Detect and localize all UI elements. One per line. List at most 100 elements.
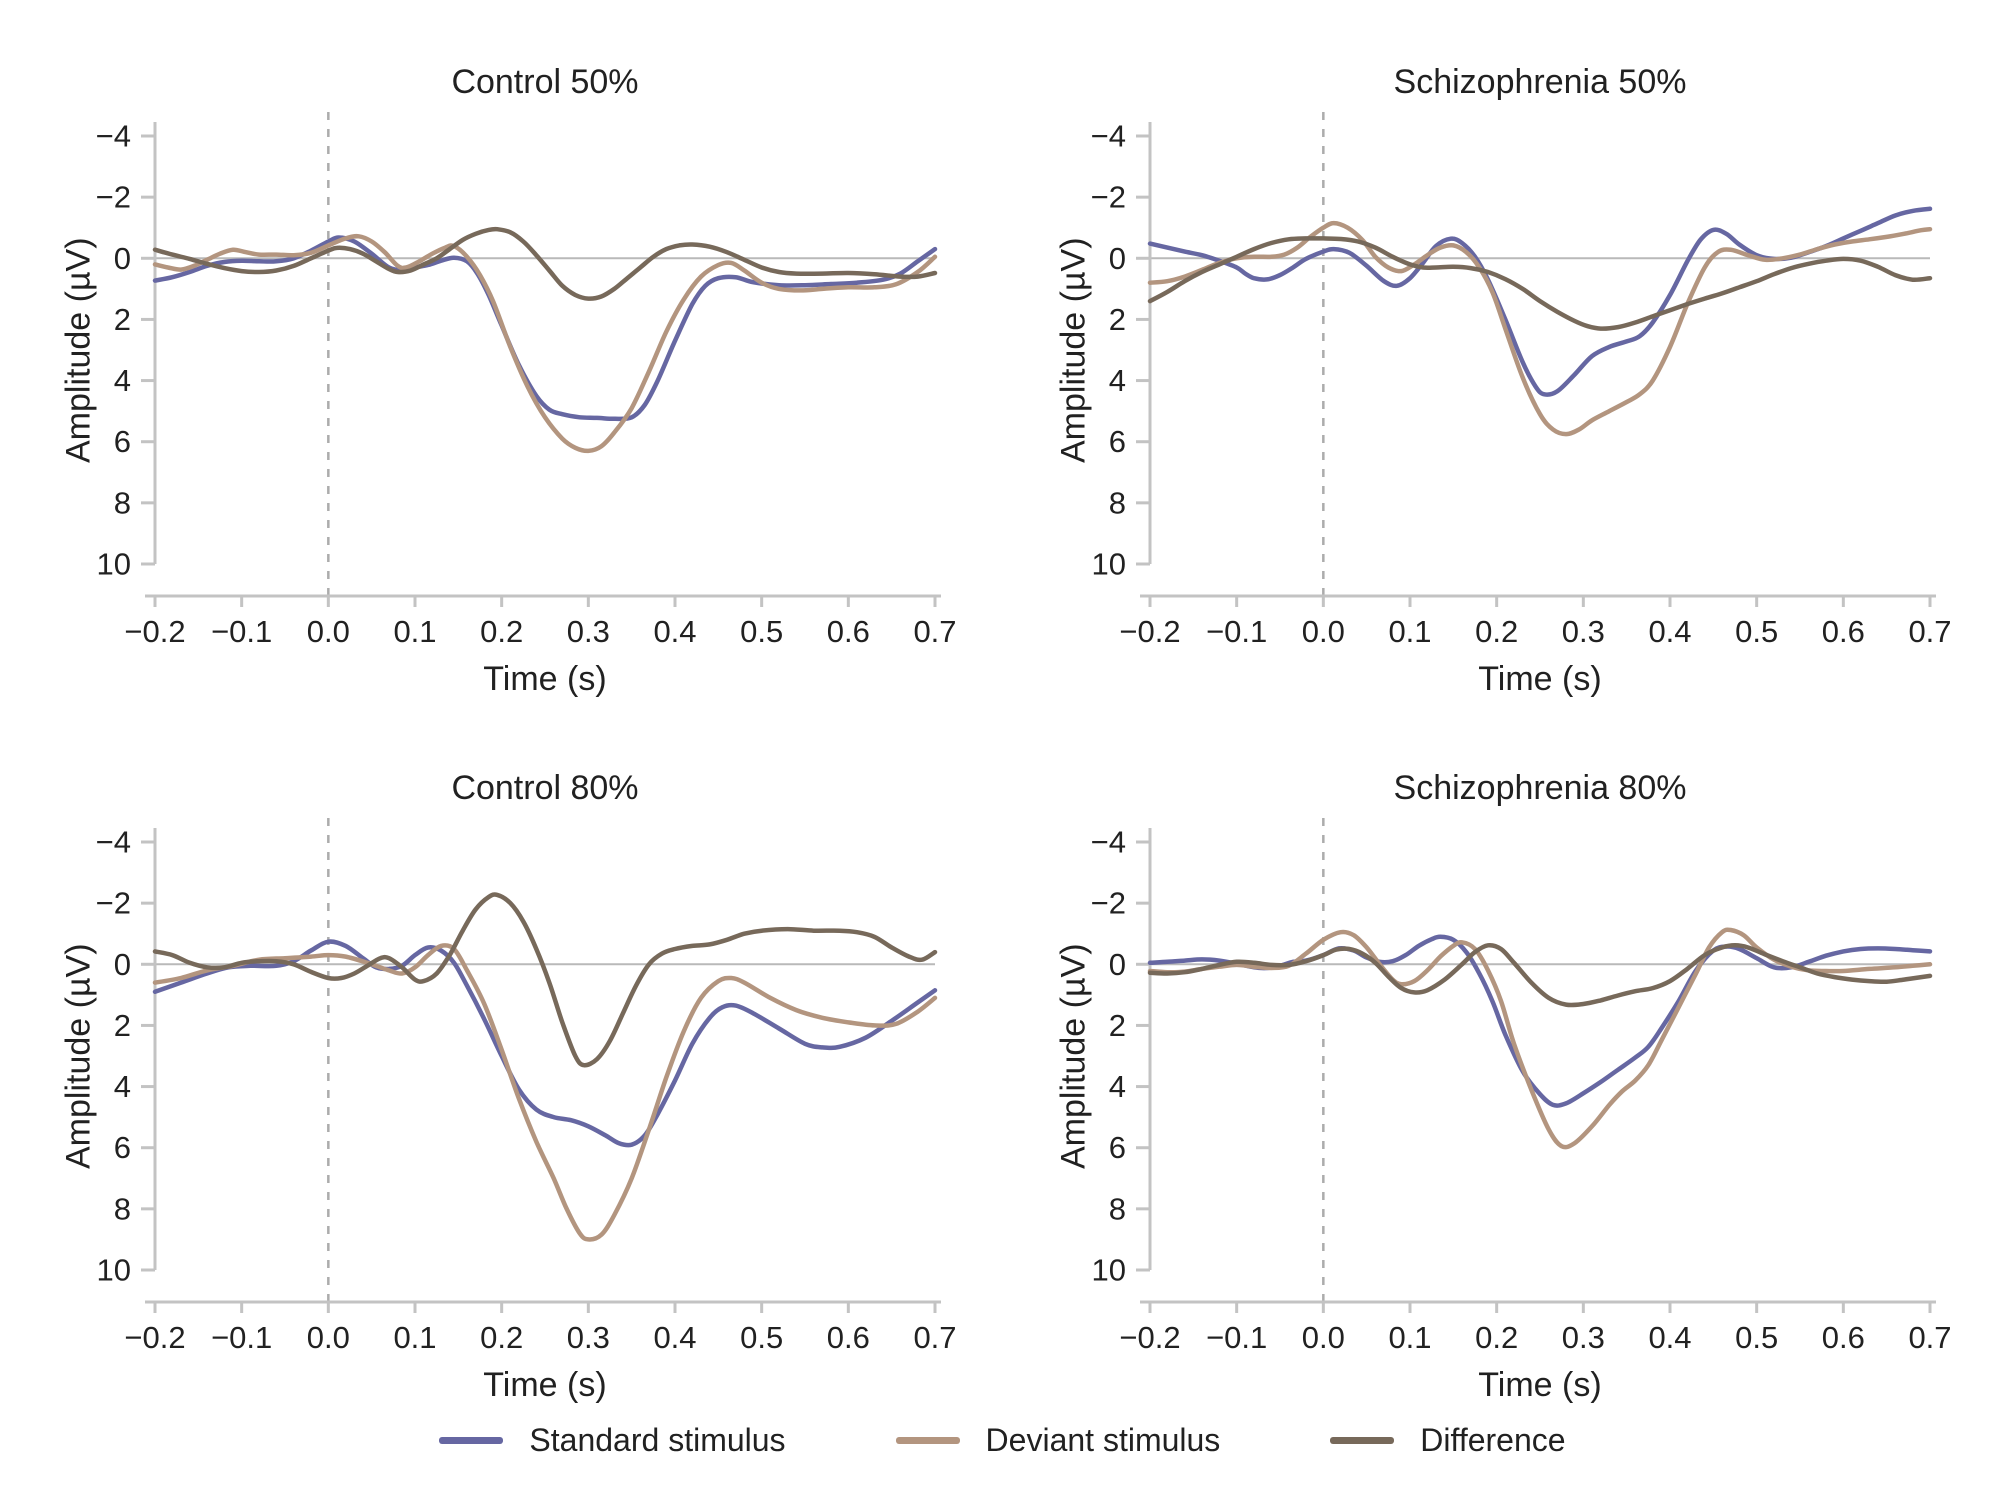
x-axis-label: Time (s) <box>1478 660 1602 698</box>
x-tick-label: 0.7 <box>1908 614 1950 649</box>
legend-label: Difference <box>1420 1422 1566 1458</box>
x-tick-label: 0.4 <box>653 1320 696 1355</box>
y-tick-label: 8 <box>114 485 131 520</box>
y-tick-label: 2 <box>114 1008 131 1043</box>
plot-control-50: Control 50% −4 −2 0 2 4 6 8 10 −0.2 −0.1 0.0 0.1 0.2… <box>55 56 956 702</box>
x-tick-label: 0.3 <box>567 1320 610 1355</box>
y-tick-label: 2 <box>1109 1008 1126 1043</box>
y-tick-label: −2 <box>1091 180 1126 215</box>
x-tick-label: 0.0 <box>307 614 350 649</box>
x-axis-label: Time (s) <box>1478 1366 1602 1404</box>
plots-grid: Control 50% −4 −2 0 2 4 6 8 10 −0.2 −0.1 0.0 0.1 0.2… <box>55 56 1951 1408</box>
y-tick-label: −2 <box>1091 886 1126 921</box>
curve-standard-stimulus <box>1147 934 1933 1108</box>
legend-label: Standard stimulus <box>529 1422 786 1458</box>
curve-difference <box>1147 942 1933 1008</box>
y-tick-label: 0 <box>114 241 131 276</box>
x-tick-label: 0.0 <box>1302 1320 1345 1355</box>
x-tick-label: −0.1 <box>1206 614 1267 649</box>
curve-deviant-stimulus <box>152 943 938 1242</box>
x-tick-label: 0.5 <box>1735 614 1778 649</box>
x-tick-label: 0.5 <box>740 1320 783 1355</box>
y-tick-label: 0 <box>114 947 131 982</box>
x-tick-label: 0.3 <box>567 614 610 649</box>
y-tick-label: −4 <box>1091 825 1126 860</box>
y-tick-label: 2 <box>114 302 131 337</box>
x-tick-label: 0.4 <box>1648 614 1691 649</box>
x-tick-label: 0.5 <box>1735 1320 1778 1355</box>
curve-difference <box>152 892 938 1068</box>
x-tick-label: −0.2 <box>1119 614 1180 649</box>
y-tick-label: 10 <box>97 1253 131 1288</box>
x-tick-label: 0.2 <box>1475 614 1518 649</box>
x-tick-label: −0.1 <box>211 614 272 649</box>
x-tick-label: 0.3 <box>1562 614 1605 649</box>
x-tick-label: 0.1 <box>1388 614 1431 649</box>
x-tick-label: 0.2 <box>480 1320 523 1355</box>
x-axis-label: Time (s) <box>483 1366 607 1404</box>
y-axis-label: Amplitude (µV) <box>59 943 98 1169</box>
legend-item-difference: Difference <box>1330 1422 1566 1459</box>
plot-title: Schizophrenia 50% <box>1393 63 1687 101</box>
y-tick-label: 4 <box>114 363 131 398</box>
x-tick-label: 0.2 <box>480 614 523 649</box>
x-tick-label: 0.4 <box>1648 1320 1691 1355</box>
y-tick-label: 0 <box>1109 947 1126 982</box>
plot-schizophrenia-50: Schizophrenia 50% −4 −2 0 2 4 6 8 10 −0.2 −0.1 0.0… <box>1050 56 1951 702</box>
x-tick-label: 0.7 <box>1908 1320 1950 1355</box>
y-tick-label: −4 <box>96 119 131 154</box>
difference-line-swatch <box>1330 1437 1395 1444</box>
plot-title: Schizophrenia 80% <box>1393 769 1687 807</box>
y-tick-label: −4 <box>1091 119 1126 154</box>
y-tick-label: 8 <box>1109 485 1126 520</box>
x-tick-label: 0.0 <box>1302 614 1345 649</box>
x-tick-label: −0.2 <box>1119 1320 1180 1355</box>
y-axis-label: Amplitude (µV) <box>1054 943 1093 1169</box>
y-tick-label: 8 <box>1109 1191 1126 1226</box>
y-tick-label: 4 <box>1109 1069 1126 1104</box>
legend-item-standard-stimulus: Standard stimulus <box>439 1422 786 1459</box>
y-tick-label: 6 <box>114 424 131 459</box>
curve-standard-stimulus <box>152 939 938 1148</box>
x-tick-label: 0.5 <box>740 614 783 649</box>
x-axis-label: Time (s) <box>483 660 607 698</box>
legend: Standard stimulus Deviant stimulus Diffe… <box>0 1422 2005 1459</box>
x-tick-label: 0.6 <box>827 1320 870 1355</box>
x-tick-label: 0.6 <box>827 614 870 649</box>
y-tick-label: −4 <box>96 825 131 860</box>
y-axis-label: Amplitude (µV) <box>59 237 98 463</box>
y-tick-label: 2 <box>1109 302 1126 337</box>
x-tick-label: 0.1 <box>1388 1320 1431 1355</box>
x-tick-label: −0.2 <box>124 1320 185 1355</box>
x-tick-label: 0.7 <box>913 614 955 649</box>
y-tick-label: −2 <box>96 886 131 921</box>
legend-label: Deviant stimulus <box>985 1422 1221 1458</box>
curve-deviant-stimulus <box>152 233 938 454</box>
x-tick-label: −0.1 <box>1206 1320 1267 1355</box>
x-tick-label: 0.6 <box>1822 614 1865 649</box>
y-tick-label: 4 <box>114 1069 131 1104</box>
y-tick-label: −2 <box>96 180 131 215</box>
x-tick-label: 0.2 <box>1475 1320 1518 1355</box>
plot-schizophrenia-80: Schizophrenia 80% −4 −2 0 2 4 6 8 10 −0.2 −0.1 0.0… <box>1050 762 1951 1408</box>
y-tick-label: 10 <box>1092 547 1126 582</box>
x-tick-label: 0.3 <box>1562 1320 1605 1355</box>
x-tick-label: 0.1 <box>393 614 436 649</box>
y-tick-label: 6 <box>114 1130 131 1165</box>
curve-difference <box>1147 236 1933 331</box>
standard-stimulus-line-swatch <box>439 1437 504 1444</box>
x-tick-label: 0.4 <box>653 614 696 649</box>
x-tick-label: 0.6 <box>1822 1320 1865 1355</box>
y-tick-label: 6 <box>1109 424 1126 459</box>
plot-title: Control 80% <box>451 769 639 807</box>
y-tick-label: 8 <box>114 1191 131 1226</box>
y-tick-label: 10 <box>1092 1253 1126 1288</box>
plot-canvas: −4 −2 0 2 4 6 8 10 −0.2 −0.1 0.0 0.1 0.2 0.3 0.4 0.5 0.6… <box>96 818 955 1355</box>
x-tick-label: −0.2 <box>124 614 185 649</box>
x-tick-label: 0.7 <box>913 1320 955 1355</box>
x-tick-label: 0.1 <box>393 1320 436 1355</box>
plot-canvas: −4 −2 0 2 4 6 8 10 −0.2 −0.1 0.0 0.1 0.2 0.3 0.4 0.5 0.6… <box>96 112 955 649</box>
y-tick-label: 10 <box>97 547 131 582</box>
y-axis-label: Amplitude (µV) <box>1054 237 1093 463</box>
